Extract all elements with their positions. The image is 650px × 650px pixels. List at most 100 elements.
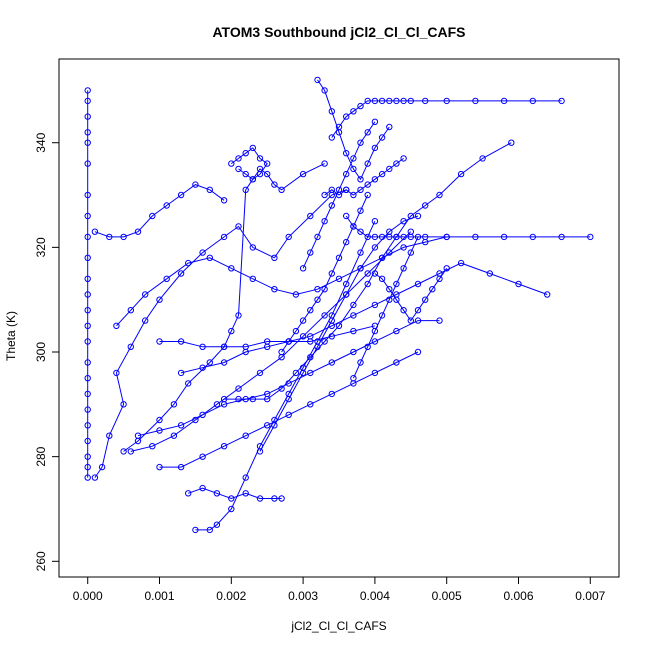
- data-point: [235, 385, 242, 392]
- data-point: [443, 97, 450, 105]
- data-point: [393, 359, 400, 366]
- data-point: [343, 170, 350, 178]
- series-line: [231, 147, 268, 180]
- data-series: [192, 218, 379, 534]
- y-tick-label: 320: [34, 237, 48, 257]
- data-point: [149, 212, 156, 220]
- y-axis-label: Theta (K): [4, 311, 18, 361]
- data-point: [113, 369, 120, 377]
- data-point: [271, 181, 278, 188]
- x-tick-label: 0.004: [360, 589, 390, 603]
- data-point: [242, 186, 249, 194]
- data-series: [228, 144, 271, 183]
- data-point: [220, 197, 228, 204]
- data-point: [393, 97, 400, 105]
- data-series: [328, 97, 565, 141]
- data-point: [393, 280, 400, 288]
- data-point: [106, 233, 113, 241]
- series-line: [317, 79, 390, 181]
- data-series: [314, 76, 393, 183]
- data-point: [508, 139, 515, 146]
- data-point: [84, 191, 91, 199]
- data-point: [91, 474, 99, 481]
- data-point: [142, 291, 149, 298]
- data-point: [386, 97, 393, 105]
- data-point: [407, 97, 414, 105]
- data-point: [364, 129, 371, 136]
- data-point: [264, 170, 271, 178]
- data-point: [84, 291, 91, 298]
- y-tick-label: 300: [34, 342, 48, 362]
- data-point: [328, 134, 335, 141]
- data-point: [364, 191, 371, 199]
- data-point: [314, 343, 321, 350]
- data-point: [357, 265, 364, 272]
- data-point: [343, 291, 350, 298]
- series-line: [130, 231, 412, 452]
- data-point: [177, 191, 185, 199]
- data-point: [529, 233, 536, 241]
- data-point: [199, 411, 206, 418]
- data-point: [364, 343, 371, 350]
- data-point: [371, 176, 379, 183]
- data-point: [357, 102, 364, 110]
- data-point: [328, 270, 335, 277]
- data-point: [350, 312, 357, 319]
- data-point: [170, 432, 178, 439]
- data-point: [414, 307, 422, 314]
- series-layer: [84, 76, 594, 534]
- data-point: [414, 233, 422, 241]
- data-point: [371, 218, 379, 225]
- data-point: [242, 170, 249, 178]
- data-point: [350, 301, 357, 309]
- data-point: [220, 233, 228, 241]
- data-point: [264, 422, 271, 429]
- data-point: [91, 228, 99, 235]
- data-point: [206, 186, 214, 194]
- series-line: [188, 487, 282, 500]
- data-point: [400, 244, 407, 251]
- data-point: [500, 97, 508, 105]
- x-axis-label: jCl2_Cl_Cl_CAFS: [290, 619, 386, 633]
- data-point: [371, 301, 379, 309]
- data-point: [314, 286, 321, 293]
- data-point: [84, 322, 91, 329]
- data-point: [228, 327, 235, 335]
- data-point: [343, 186, 350, 194]
- data-point: [378, 97, 386, 105]
- data-point: [134, 228, 142, 235]
- y-tick-label: 340: [34, 132, 48, 152]
- data-point: [228, 505, 235, 513]
- data-point: [393, 296, 400, 303]
- data-point: [414, 212, 422, 220]
- data-point: [529, 97, 536, 105]
- data-point: [371, 233, 379, 241]
- data-point: [84, 390, 91, 398]
- data-point: [321, 312, 328, 319]
- data-point: [343, 280, 350, 288]
- data-point: [192, 526, 199, 534]
- data-point: [436, 275, 443, 282]
- data-point: [249, 144, 257, 152]
- data-point: [457, 170, 465, 178]
- data-point: [335, 186, 343, 194]
- data-point: [228, 265, 235, 272]
- data-point: [386, 286, 393, 293]
- data-point: [378, 254, 386, 261]
- x-tick-label: 0.005: [432, 589, 462, 603]
- data-point: [84, 307, 91, 314]
- x-axis: 0.000 0.001 0.002 0.003 0.004 0.005 0.006 0.007: [73, 576, 606, 603]
- data-point: [350, 108, 357, 115]
- data-point: [357, 207, 364, 214]
- data-point: [371, 97, 379, 105]
- data-point: [235, 165, 242, 173]
- data-point: [393, 160, 400, 167]
- data-point: [256, 369, 264, 377]
- data-point: [127, 343, 135, 350]
- data-point: [321, 87, 328, 94]
- data-point: [177, 369, 185, 377]
- data-point: [120, 401, 127, 408]
- data-point: [278, 186, 285, 194]
- data-point: [357, 186, 364, 194]
